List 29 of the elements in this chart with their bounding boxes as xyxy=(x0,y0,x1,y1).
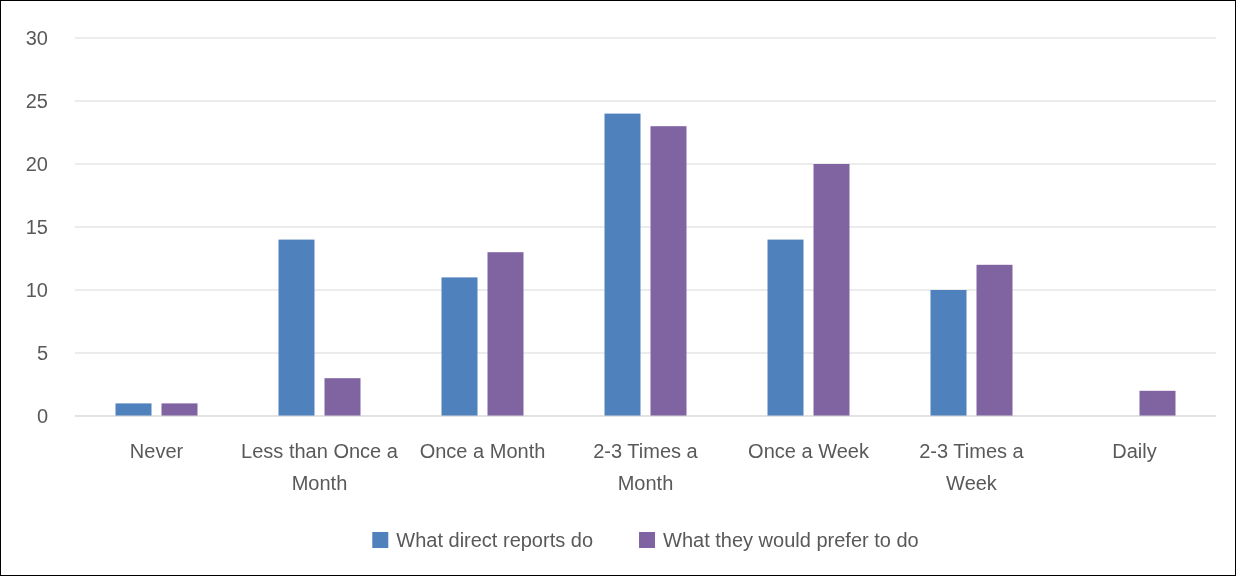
bar xyxy=(441,277,478,416)
bar xyxy=(767,239,804,416)
y-tick-label: 0 xyxy=(36,405,48,427)
y-tick-label: 20 xyxy=(25,153,48,175)
bar xyxy=(650,126,687,416)
bar xyxy=(278,239,315,416)
x-tick-label: Less than Once a Month xyxy=(241,440,399,494)
x-tick-label: Once a Week xyxy=(748,440,870,462)
legend-label: What direct reports do xyxy=(396,529,594,551)
x-tick-label: Daily xyxy=(1112,440,1157,462)
y-tick-label: 30 xyxy=(25,27,48,49)
bar xyxy=(930,290,967,416)
bar xyxy=(324,378,361,416)
bar xyxy=(161,403,198,416)
y-tick-label: 5 xyxy=(36,342,48,364)
bar xyxy=(1139,390,1176,416)
x-tick-label: 2-3 Times a Week xyxy=(919,440,1025,494)
legend-label: What they would prefer to do xyxy=(663,529,919,551)
y-tick-label: 15 xyxy=(25,216,48,238)
bar xyxy=(604,113,641,416)
x-tick-label: Once a Month xyxy=(419,440,546,462)
x-tick-label: 2-3 Times a Month xyxy=(593,440,699,494)
x-tick-label: Never xyxy=(129,440,184,462)
y-tick-label: 10 xyxy=(25,279,48,301)
bar xyxy=(813,164,850,416)
bar xyxy=(976,264,1013,416)
bar xyxy=(487,252,524,416)
y-tick-label: 25 xyxy=(25,90,48,112)
bar xyxy=(115,403,152,416)
